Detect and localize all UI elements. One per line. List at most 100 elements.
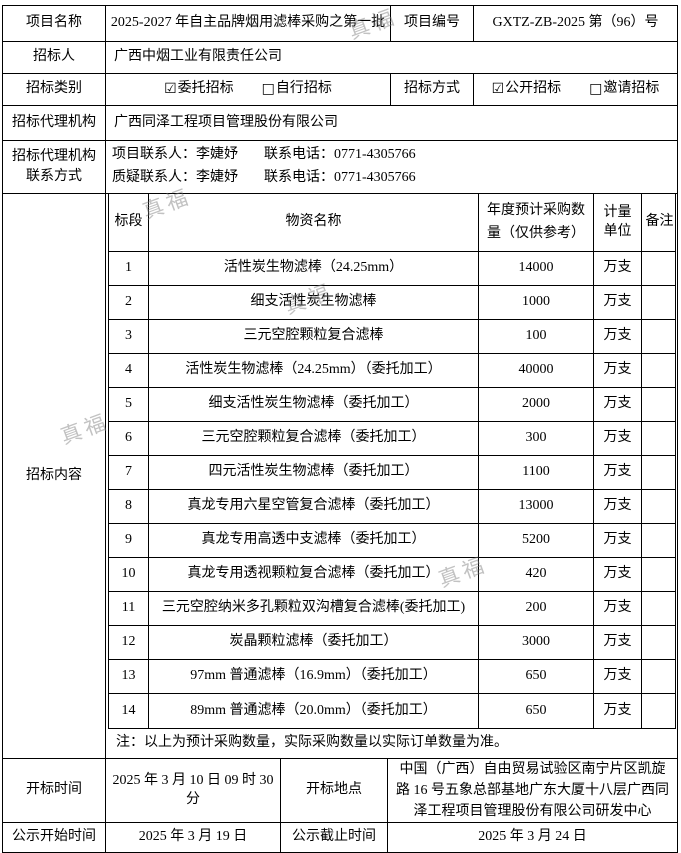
goods-name: 三元空腔颗粒复合滤棒 [149, 320, 479, 353]
row-agency-contact: 招标代理机构 联系方式 项目联系人：李婕妤 联系电话：0771-4305766 … [3, 141, 677, 194]
method-label: 招标方式 [391, 74, 474, 105]
table-row: 9 真龙专用高透中支滤棒（委托加工） 5200 万支 [109, 524, 675, 558]
goods-name: 炭晶颗粒滤棒（委托加工） [149, 626, 479, 659]
row-tender-content: 招标内容 标段 物资名称 年度预计采购数量（仅供参考） 计量单位 备注 1 活性… [3, 194, 677, 759]
publicity-end-label: 公示截止时间 [281, 823, 388, 852]
checkbox-label: 自行招标 [275, 81, 332, 97]
goods-table-header: 标段 物资名称 年度预计采购数量（仅供参考） 计量单位 备注 [109, 194, 675, 252]
goods-name: 四元活性炭生物滤棒（委托加工） [149, 456, 479, 489]
checkbox-label: 委托招标 [177, 81, 234, 97]
goods-qty: 300 [479, 422, 594, 455]
tenderer-value: 广西中烟工业有限责任公司 [114, 49, 282, 65]
goods-unit: 万支 [594, 320, 642, 353]
publicity-start-label: 公示开始时间 [3, 823, 106, 852]
open-time-label: 开标时间 [3, 759, 106, 822]
contact-phone: 联系电话：0771-4305766 [264, 170, 416, 185]
method-options: ☑ 公开招标 □ 邀请招标 [474, 74, 677, 105]
category-option-entrusted: ☑ 委托招标 [164, 80, 234, 99]
lot-number: 12 [109, 626, 149, 659]
goods-unit: 万支 [594, 252, 642, 285]
goods-name: 三元空腔纳米多孔颗粒双沟槽复合滤棒(委托加工) [149, 592, 479, 625]
row-category-method: 招标类别 ☑ 委托招标 □ 自行招标 招标方式 ☑ 公开招标 [3, 74, 677, 106]
goods-table: 标段 物资名称 年度预计采购数量（仅供参考） 计量单位 备注 1 活性炭生物滤棒… [108, 194, 676, 729]
lot-number: 8 [109, 490, 149, 523]
goods-name: 真龙专用六星空管复合滤棒（委托加工） [149, 490, 479, 523]
checkbox-unchecked-icon: □ [261, 81, 275, 98]
lot-number: 4 [109, 354, 149, 387]
agency-contact-value: 项目联系人：李婕妤 联系电话：0771-4305766 质疑联系人：李婕妤 联系… [106, 141, 420, 193]
category-option-self: □ 自行招标 [262, 80, 332, 99]
table-row: 4 活性炭生物滤棒（24.25mm）（委托加工） 40000 万支 [109, 354, 675, 388]
method-option-invited: □ 邀请招标 [589, 80, 659, 99]
table-row: 6 三元空腔颗粒复合滤棒（委托加工） 300 万支 [109, 422, 675, 456]
checkbox-label: 公开招标 [505, 81, 562, 97]
goods-qty: 13000 [479, 490, 594, 523]
goods-unit: 万支 [594, 388, 642, 421]
publicity-start-value: 2025 年 3 月 19 日 [106, 823, 281, 852]
publicity-end-value: 2025 年 3 月 24 日 [478, 829, 587, 845]
project-no-value: GXTZ-ZB-2025 第（96）号 [492, 15, 659, 31]
goods-name: 真龙专用透视颗粒复合滤棒（委托加工） [149, 558, 479, 591]
lot-number: 2 [109, 286, 149, 319]
table-row: 1 活性炭生物滤棒（24.25mm） 14000 万支 [109, 252, 675, 286]
checkbox-unchecked-icon: □ [589, 81, 603, 98]
goods-qty: 650 [479, 694, 594, 728]
goods-unit: 万支 [594, 660, 642, 693]
contact-phone: 联系电话：0771-4305766 [264, 147, 416, 163]
goods-name: 89mm 普通滤棒（20.0mm）（委托加工） [149, 694, 479, 728]
goods-remark [642, 592, 676, 625]
goods-remark [642, 626, 676, 659]
goods-note: 注：以上为预计采购数量，实际采购数量以实际订单数量为准。 [116, 735, 508, 751]
lot-number: 7 [109, 456, 149, 489]
row-agency: 招标代理机构 广西同泽工程项目管理股份有限公司 [3, 106, 677, 141]
goods-unit: 万支 [594, 558, 642, 591]
goods-qty: 1100 [479, 456, 594, 489]
table-row: 13 97mm 普通滤棒（16.9mm）（委托加工） 650 万支 [109, 660, 675, 694]
goods-unit: 万支 [594, 490, 642, 523]
contact-person: 项目联系人：李婕妤 [112, 147, 238, 163]
goods-name: 细支活性炭生物滤棒（委托加工） [149, 388, 479, 421]
tender-notice-table: 项目名称 2025-2027 年自主品牌烟用滤棒采购之第一批 项目编号 GXTZ… [2, 5, 678, 853]
project-name-value: 2025-2027 年自主品牌烟用滤棒采购之第一批 [106, 6, 391, 41]
goods-unit: 万支 [594, 456, 642, 489]
goods-remark [642, 354, 676, 387]
row-opening: 开标时间 2025 年 3 月 10 日 09 时 30 分 开标地点 中国（广… [3, 759, 677, 823]
goods-qty: 100 [479, 320, 594, 353]
open-time-value: 2025 年 3 月 10 日 09 时 30 分 [106, 759, 281, 822]
goods-name: 97mm 普通滤棒（16.9mm）（委托加工） [149, 660, 479, 693]
goods-remark [642, 388, 676, 421]
column-header-qty: 年度预计采购数量（仅供参考） [479, 194, 594, 251]
goods-remark [642, 660, 676, 693]
contact-person: 质疑联系人：李婕妤 [112, 170, 238, 185]
goods-name: 细支活性炭生物滤棒 [149, 286, 479, 319]
goods-name: 活性炭生物滤棒（24.25mm） [149, 252, 479, 285]
lot-number: 10 [109, 558, 149, 591]
goods-qty: 5200 [479, 524, 594, 557]
goods-qty: 1000 [479, 286, 594, 319]
goods-unit: 万支 [594, 524, 642, 557]
goods-name: 三元空腔颗粒复合滤棒（委托加工） [149, 422, 479, 455]
goods-qty: 2000 [479, 388, 594, 421]
tender-content-value: 标段 物资名称 年度预计采购数量（仅供参考） 计量单位 备注 1 活性炭生物滤棒… [106, 194, 676, 758]
lot-number: 9 [109, 524, 149, 557]
goods-remark [642, 490, 676, 523]
checkbox-checked-icon: ☑ [164, 81, 177, 98]
table-row: 7 四元活性炭生物滤棒（委托加工） 1100 万支 [109, 456, 675, 490]
contact-line-project: 项目联系人：李婕妤 联系电话：0771-4305766 [112, 146, 416, 165]
goods-remark [642, 694, 676, 728]
agency-value: 广西同泽工程项目管理股份有限公司 [114, 114, 338, 130]
lot-number: 11 [109, 592, 149, 625]
lot-number: 14 [109, 694, 149, 728]
goods-qty: 420 [479, 558, 594, 591]
row-publicity: 公示开始时间 2025 年 3 月 19 日 公示截止时间 2025 年 3 月… [3, 823, 677, 852]
column-header-lot: 标段 [109, 194, 149, 251]
lot-number: 5 [109, 388, 149, 421]
checkbox-label: 邀请招标 [603, 81, 660, 97]
goods-remark [642, 456, 676, 489]
goods-qty: 650 [479, 660, 594, 693]
agency-label: 招标代理机构 [3, 106, 106, 140]
table-row: 3 三元空腔颗粒复合滤棒 100 万支 [109, 320, 675, 354]
column-header-name: 物资名称 [149, 194, 479, 251]
lot-number: 1 [109, 252, 149, 285]
method-option-public: ☑ 公开招标 [492, 80, 562, 99]
